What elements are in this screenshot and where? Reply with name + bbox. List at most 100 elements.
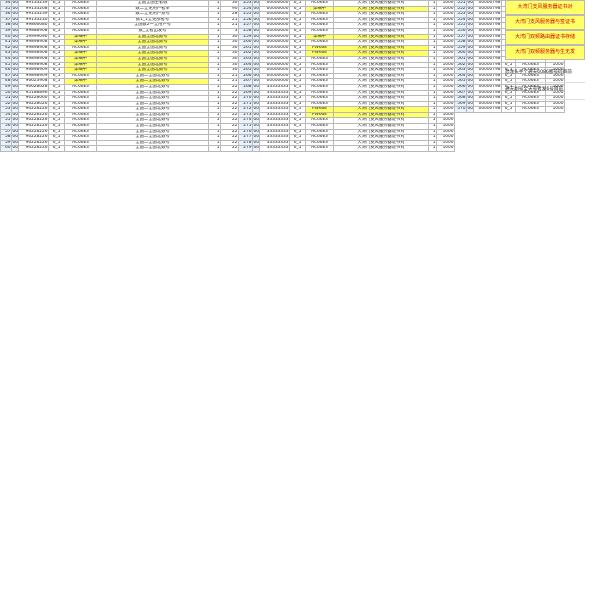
table-cell[interactable]: 96228226 — [18, 145, 49, 152]
table-cell[interactable]: 1000 — [545, 100, 565, 108]
table-row[interactable]: 59 00 96228226 6_5 AC66E3 全国二全国北数号 1 22 — [0, 139, 239, 147]
table-cell[interactable]: 00 — [466, 11, 474, 18]
table-row[interactable]: 55 00 96228226 6_5 AC66E3 全国二全国北数号 1 22 — [0, 117, 239, 125]
table-cell[interactable]: 00 — [466, 0, 474, 7]
table-cell[interactable]: 00 — [466, 67, 474, 74]
table-row[interactable]: 274 00 33333333 6_5 AC66E3 大湾门支风服务器证书对 1 1000 — [238, 117, 455, 125]
table-cell[interactable]: 00 — [11, 100, 19, 108]
highlight-item[interactable]: 大湾门支风服务器证书对 — [505, 0, 585, 15]
table-cell[interactable]: 1000 — [436, 117, 455, 125]
table-cell[interactable]: 00 — [466, 16, 474, 24]
table-row[interactable]: 567 00 00000798 6_5 AC66E3 1000 — [454, 89, 565, 97]
table-row[interactable]: 273 00 33333333 6_5 PW66E 大湾门支风服务器证书对 1 1000 — [238, 111, 455, 119]
table-row[interactable]: 255 00 00000000 6_5 AC66E3 大湾门支风服务器证书对 1 1000 — [238, 11, 455, 18]
table-row[interactable]: 49 00 96628628 6_5 AC66E3 全国二全国北数号 1 22 — [0, 83, 239, 91]
table-row[interactable]: 564 00 00000798 6_5 AC66E3 1000 — [454, 72, 565, 80]
table-cell[interactable]: 00 — [252, 72, 260, 80]
table-cell[interactable]: 00 — [11, 16, 19, 24]
table-cell[interactable]: 00 — [252, 95, 260, 102]
table-cell[interactable]: AC66E3 — [305, 145, 334, 152]
table-cell[interactable]: 6_5 — [501, 106, 516, 113]
table-row[interactable]: 268 00 33333333 6_5 AC66E3 大湾门支风服务器证书对 1 1000 — [238, 83, 455, 91]
table-cell[interactable]: 570 — [454, 106, 467, 113]
table-row[interactable]: 562 00 00000798 6_5 AC66E3 1000 — [454, 61, 565, 69]
table-cell[interactable]: 1000 — [545, 61, 565, 69]
table-cell[interactable]: 00 — [252, 61, 260, 69]
table-cell[interactable]: 1000 — [545, 95, 565, 102]
table-cell[interactable]: 00 — [11, 22, 19, 29]
table-cell[interactable]: 00 — [11, 145, 19, 152]
table-row[interactable]: 257 00 00000000 6_5 AC66E3 大湾门支风服务器证书对 1 1000 — [238, 22, 455, 29]
table-row[interactable]: 270 00 33333333 6_5 AC66E3 大湾门支风服务器证书对 1 1000 — [238, 95, 455, 102]
table-row[interactable]: 566 00 00000798 6_5 AC66E3 1000 — [454, 83, 565, 91]
table-row[interactable]: 46 00 99898909 6_5 详细中 全国全国北数号 1 30 — [0, 67, 239, 74]
table-row[interactable]: 265 00 00000000 6_5 AC66E3 大湾门支风服务器证书对 1 1000 — [238, 67, 455, 74]
table-row[interactable]: 36 00 99133239 6_5 AC66E3 数二全免用户双号 1 28 — [0, 11, 239, 18]
table-cell[interactable]: 全国二全国北数号 — [96, 145, 209, 152]
table-row[interactable]: 278 00 33333333 6_5 AC66E3 大湾门支风服务器证书对 1 1000 — [238, 139, 455, 147]
table-cell[interactable]: 1 — [428, 145, 437, 152]
table-cell[interactable]: 00 — [466, 106, 474, 113]
table-cell[interactable]: 00 — [11, 33, 19, 41]
table-cell[interactable]: 00 — [11, 28, 19, 35]
table-cell[interactable]: 00 — [11, 117, 19, 125]
table-cell[interactable]: 1000 — [545, 78, 565, 85]
table-cell[interactable]: 00 — [252, 39, 260, 46]
table-row[interactable]: 41 00 99898908 6_5 详细中 全国全国北数号 1 30 — [0, 39, 239, 46]
table-cell[interactable]: 00 — [252, 117, 260, 125]
table-cell[interactable]: 279 — [238, 145, 253, 152]
table-row[interactable]: 50 00 95188896 6_5 AC66E3 全国二全国北数号 1 22 — [0, 89, 239, 97]
table-cell[interactable]: 00 — [466, 50, 474, 57]
table-row[interactable]: 565 00 00000798 6_5 AC66E3 1000 — [454, 78, 565, 85]
table-cell[interactable]: 00 — [252, 44, 260, 52]
table-cell[interactable]: 00 — [11, 61, 19, 69]
table-cell[interactable]: 00 — [252, 28, 260, 35]
table-cell[interactable]: 00 — [252, 145, 260, 152]
table-cell[interactable]: 1000 — [436, 145, 455, 152]
table-cell[interactable]: 1000 — [436, 111, 455, 119]
table-cell[interactable]: AC66E3 — [64, 145, 97, 152]
table-cell[interactable]: 00 — [11, 39, 19, 46]
table-cell[interactable]: 00 — [11, 55, 19, 63]
table-cell[interactable]: 00 — [252, 5, 260, 13]
table-row[interactable]: 53 00 96228226 6_5 AC66E3 全国二全国北数号 1 22 — [0, 106, 239, 113]
table-row[interactable]: 60 00 96228226 6_5 AC66E3 全国二全国北数号 1 22 — [0, 145, 239, 152]
table-row[interactable]: 45 00 99898908 6_5 详细中 全国全国北数号 1 30 — [0, 61, 239, 69]
table-cell[interactable]: 00 — [252, 123, 260, 130]
table-row[interactable]: 279 00 33333333 6_5 AC66E3 大湾门支风服务器证书对 1 1000 — [238, 145, 455, 152]
table-cell[interactable]: 00 — [466, 78, 474, 85]
table-cell[interactable]: 00 — [11, 44, 19, 52]
table-row[interactable]: 570 00 00000798 6_5 AC66E3 1000 — [454, 106, 565, 113]
table-cell[interactable]: 1000 — [545, 106, 565, 113]
table-cell[interactable]: 1000 — [545, 89, 565, 97]
table-cell[interactable]: 1000 — [545, 83, 565, 91]
table-cell[interactable]: 00 — [252, 50, 260, 57]
table-cell[interactable]: 00 — [466, 72, 474, 80]
table-row[interactable]: 54 00 96228226 6_5 AC66E3 全国二全国北数号 1 22 — [0, 111, 239, 119]
table-row[interactable]: 272 00 33333333 6_5 PW66E 大湾门支风服务器证书对 1 1000 — [238, 106, 455, 113]
table-row[interactable]: 267 00 00000000 6_5 AC66E3 大湾门支风服务器证书对 1 1000 — [238, 78, 455, 85]
table-row[interactable]: 38 00 99866680 6_5 AC66E3 全国数2一全用户号 1 21 — [0, 22, 239, 29]
table-row[interactable]: 568 00 00000798 6_5 AC66E3 1000 — [454, 95, 565, 102]
table-cell[interactable]: 00 — [252, 134, 260, 141]
table-row[interactable]: 256 00 00000000 6_5 AC66E3 大湾门支风服务器证书对 1 1000 — [238, 16, 455, 24]
table-cell[interactable]: 33333333 — [259, 145, 290, 152]
highlight-item[interactable]: 大湾门支风服务器与签证书 — [505, 15, 585, 30]
table-cell[interactable]: 00 — [252, 33, 260, 41]
table-row[interactable]: 264 00 00000000 6_5 AC66E3 大湾门支风服务器证书对 1 1000 — [238, 61, 455, 69]
table-cell[interactable]: 00 — [466, 83, 474, 91]
table-row[interactable]: 52 00 96228026 6_5 AC66E3 全国二全国北数号 1 22 — [0, 100, 239, 108]
table-cell[interactable]: 00 — [466, 22, 474, 29]
table-cell[interactable]: 00 — [11, 106, 19, 113]
table-row[interactable]: 57 00 96228226 6_5 AC66E3 全国二全国北数号 1 22 — [0, 128, 239, 136]
table-row[interactable]: 47 00 99898909 6_5 AC66E3 全国二全国北数号 1 21 — [0, 72, 239, 80]
table-row[interactable]: 259 00 00000000 6_5 详细中 大湾门支风服务器证书对 1 1000 — [238, 33, 455, 41]
table-row[interactable]: 39 00 99888908 6_5 AC66E3 数_全者出发号 1 3 — [0, 28, 239, 35]
table-row[interactable]: 563 00 00000798 6_5 AC66E3 1000 — [454, 67, 565, 74]
table-cell[interactable]: 00 — [252, 128, 260, 136]
table-cell[interactable]: 00 — [252, 83, 260, 91]
table-cell[interactable]: 00 — [466, 55, 474, 63]
table-cell[interactable]: 00 — [466, 89, 474, 97]
table-cell[interactable]: 00 — [466, 100, 474, 108]
table-cell[interactable]: 00 — [11, 95, 19, 102]
